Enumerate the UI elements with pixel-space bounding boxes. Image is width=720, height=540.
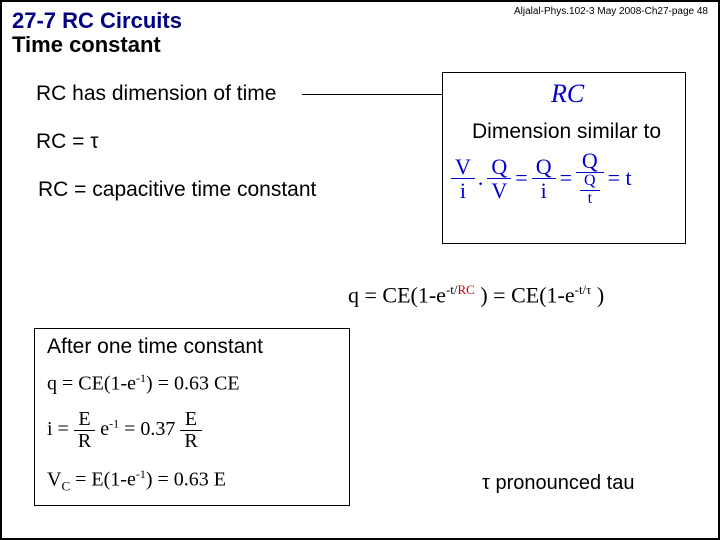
eq-voltage-after: VC = E(1-e-1) = 0.63 E: [47, 467, 226, 495]
dimension-equation: Vi.QV=Qi=QQt= t: [451, 149, 636, 208]
connector-line: [302, 94, 442, 95]
rc-symbol: RC: [551, 79, 584, 109]
dimension-box: RC Vi.QV=Qi=QQt= t: [442, 72, 686, 244]
eq-current-after: i = ER e-1 = 0.37 ER: [47, 409, 202, 452]
after-label: After one time constant: [47, 335, 263, 359]
text-rc-dimension: RC has dimension of time: [36, 82, 276, 106]
tau-pronunciation: τ pronounced tau: [482, 472, 634, 495]
text-capacitive-constant: RC = capacitive time constant: [38, 178, 316, 202]
section-subtitle: Time constant: [12, 32, 708, 58]
after-one-tau-box: After one time constant q = CE(1-e-1) = …: [34, 328, 350, 506]
page-reference: Aljalal-Phys.102-3 May 2008-Ch27-page 48: [514, 6, 708, 17]
text-rc-equals-tau: RC = τ: [36, 130, 99, 154]
eq-charge-after: q = CE(1-e-1) = 0.63 CE: [47, 371, 240, 396]
charge-equation: q = CE(1-e-t/RC ) = CE(1-e-t/τ ): [348, 282, 604, 308]
